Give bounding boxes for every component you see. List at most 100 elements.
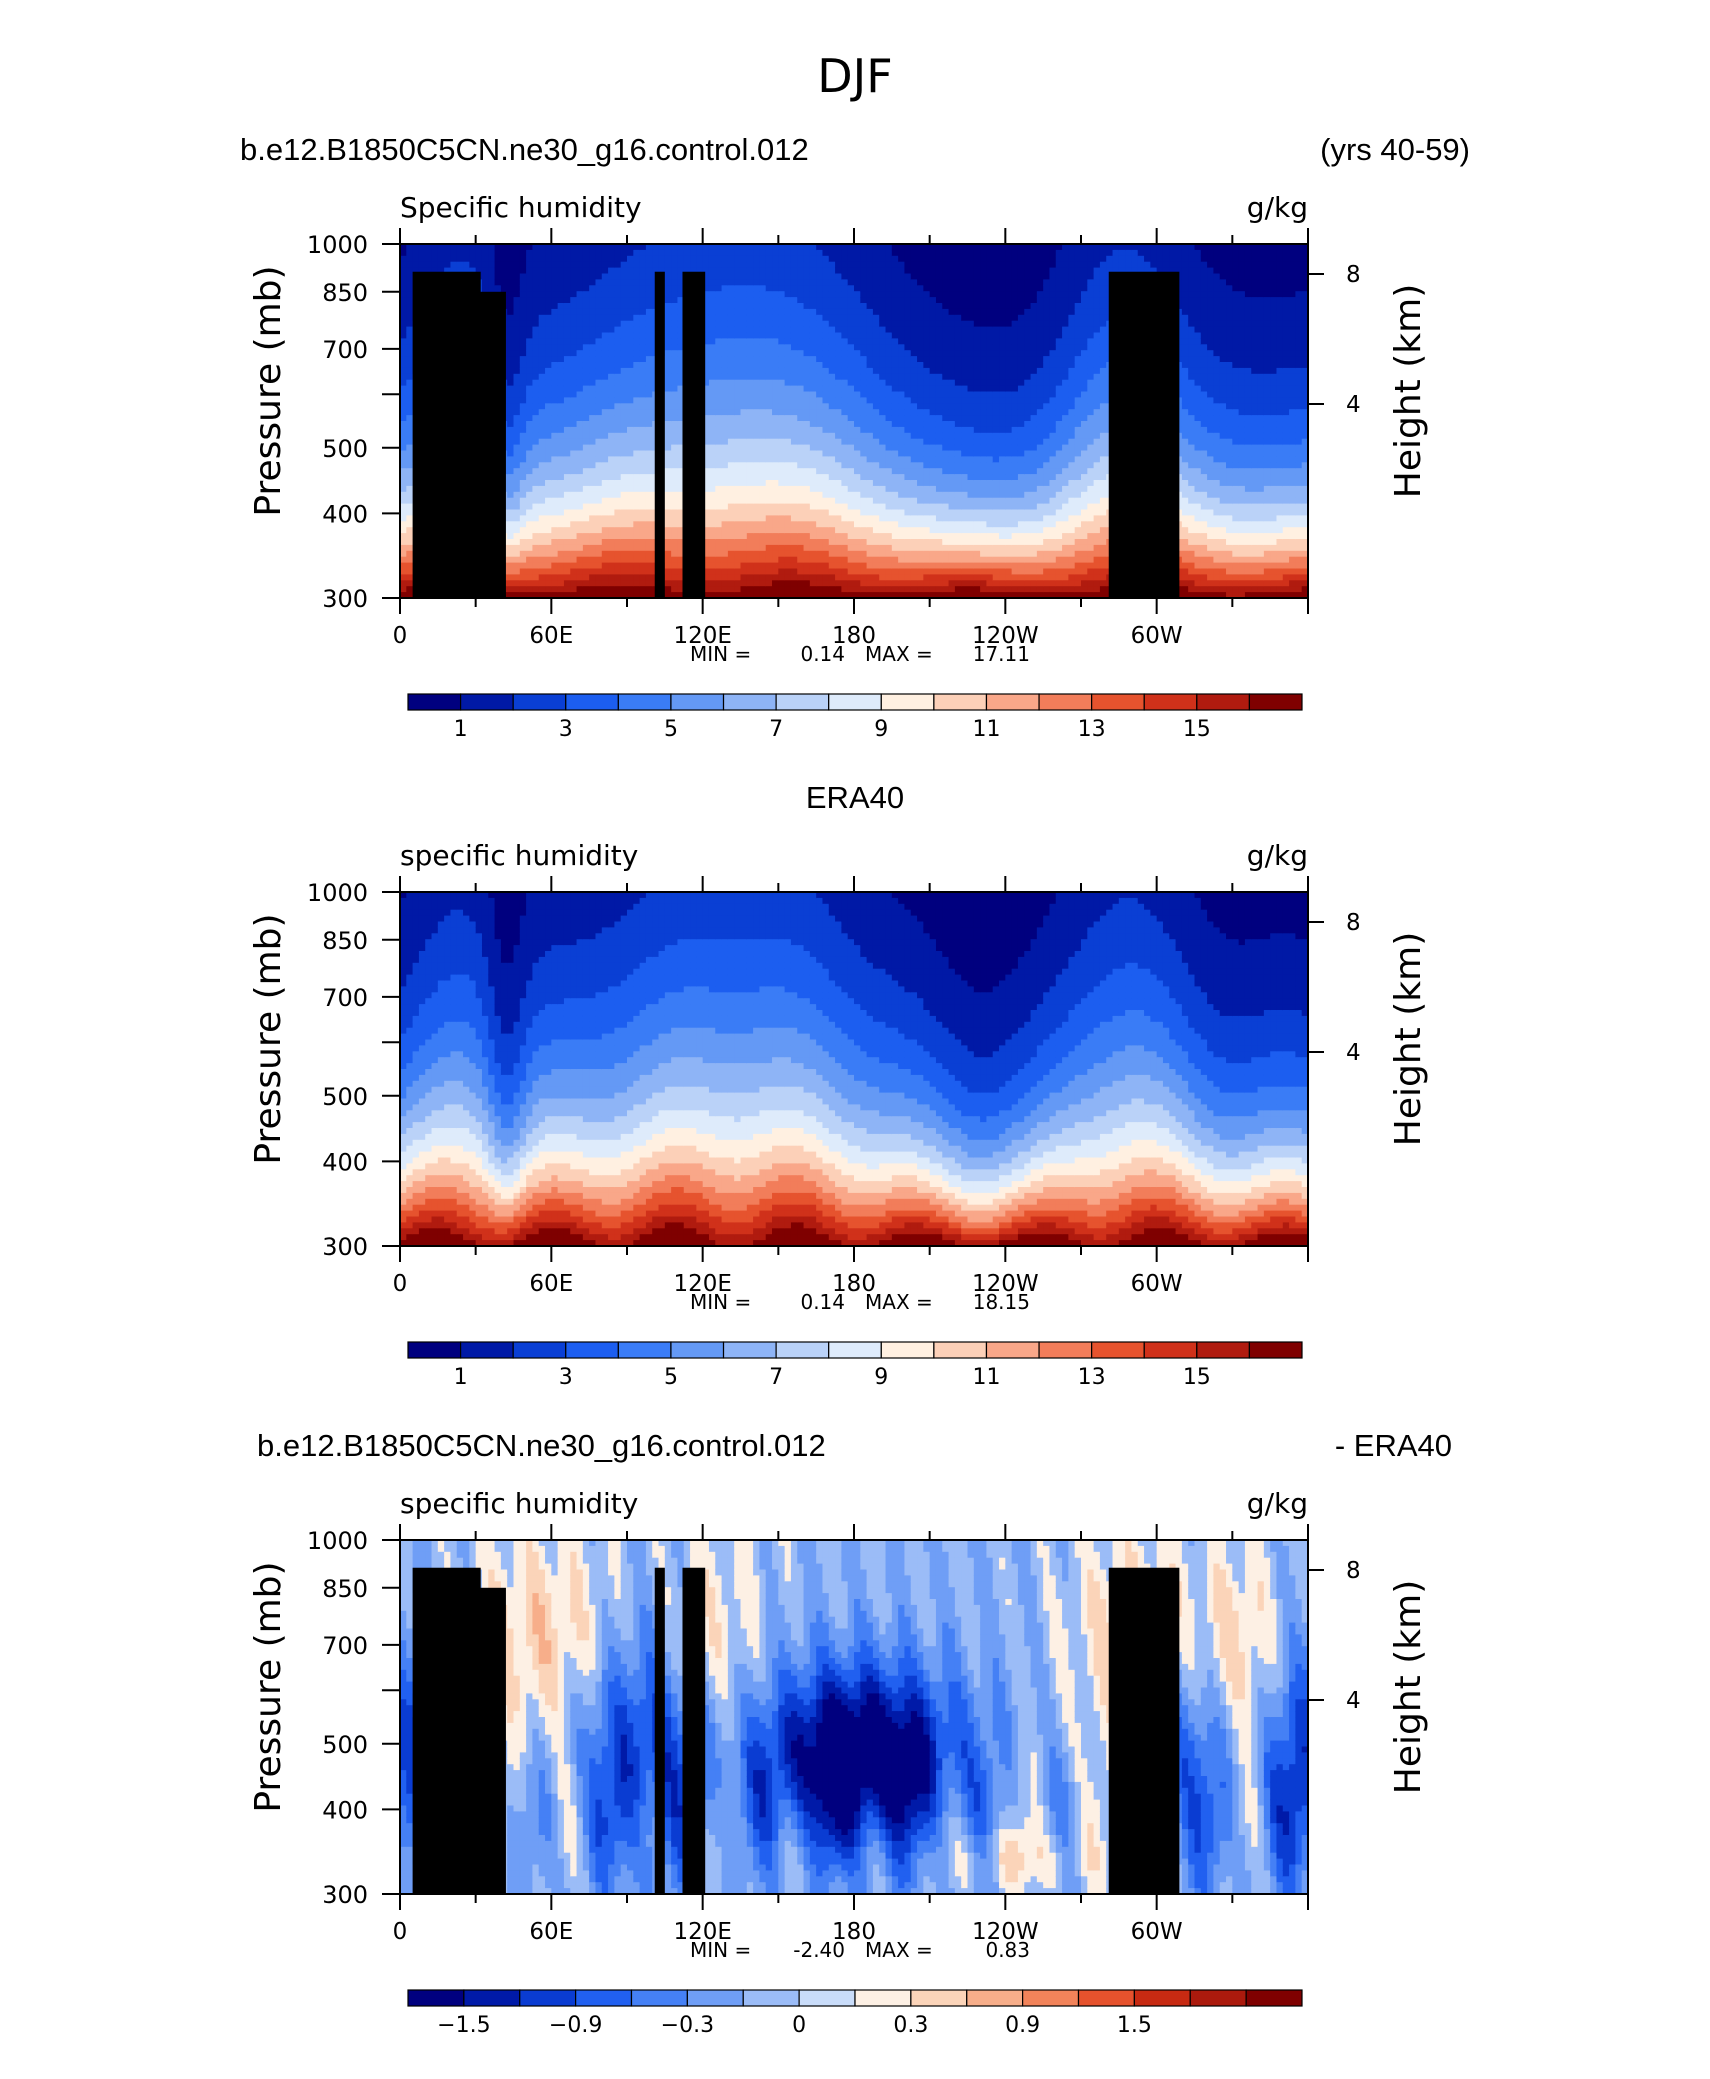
field-cell xyxy=(727,450,735,457)
field-cell xyxy=(576,344,584,351)
field-cell xyxy=(519,391,527,398)
field-cell xyxy=(847,385,855,393)
field-cell xyxy=(589,320,597,328)
field-cell xyxy=(885,267,893,275)
field-cell xyxy=(557,432,565,440)
field-cell xyxy=(557,391,565,398)
field-cell xyxy=(664,379,672,387)
field-cell xyxy=(854,444,861,452)
field-cell xyxy=(727,332,735,339)
field-cell xyxy=(734,521,742,528)
field-cell xyxy=(885,379,893,387)
field-cell xyxy=(671,450,679,457)
field-cell xyxy=(519,426,527,434)
field-cell xyxy=(879,397,887,404)
field-cell xyxy=(879,332,887,339)
field-cell xyxy=(847,432,855,440)
field-cell xyxy=(639,285,647,292)
field-cell xyxy=(538,344,546,351)
field-cell xyxy=(904,462,912,469)
field-cell xyxy=(545,273,552,280)
field-cell xyxy=(822,320,830,328)
field-cell xyxy=(854,491,861,499)
field-cell xyxy=(620,244,628,251)
field-cell xyxy=(400,397,407,404)
field-cell xyxy=(431,267,439,275)
field-cell xyxy=(582,379,590,387)
field-cell xyxy=(406,568,414,575)
field-cell xyxy=(582,438,590,446)
field-cell xyxy=(538,255,546,263)
field-cell xyxy=(778,550,786,558)
field-cell xyxy=(545,515,552,522)
field-cell xyxy=(608,462,615,469)
field-cell xyxy=(816,550,824,558)
field-cell xyxy=(551,367,559,375)
field-cell xyxy=(778,462,786,469)
field-cell xyxy=(570,497,578,505)
field-cell xyxy=(664,474,672,481)
field-cell xyxy=(721,415,729,422)
field-cell xyxy=(633,379,641,387)
field-cell xyxy=(753,592,761,599)
field-cell xyxy=(677,379,685,387)
field-cell xyxy=(790,421,798,428)
field-cell xyxy=(828,491,836,499)
field-cell xyxy=(570,491,578,499)
field-cell xyxy=(721,539,729,546)
field-cell xyxy=(677,539,685,546)
field-cell xyxy=(759,456,767,463)
field-cell xyxy=(601,385,609,393)
field-cell xyxy=(570,456,578,463)
field-cell xyxy=(664,426,672,434)
field-cell xyxy=(891,556,899,564)
field-cell xyxy=(538,421,546,428)
field-cell xyxy=(917,580,924,587)
field-cell xyxy=(400,255,407,263)
field-cell xyxy=(778,255,786,263)
field-cell xyxy=(891,379,899,387)
field-cell xyxy=(671,544,679,552)
field-cell xyxy=(721,255,729,263)
field-cell xyxy=(601,521,609,528)
field-cell xyxy=(822,367,830,375)
field-cell xyxy=(847,249,855,257)
field-cell xyxy=(734,285,742,292)
field-cell xyxy=(633,362,641,369)
field-cell xyxy=(708,592,716,599)
field-cell xyxy=(917,426,924,434)
field-cell xyxy=(746,291,754,298)
field-cell xyxy=(828,527,836,534)
field-cell xyxy=(545,285,552,292)
field-cell xyxy=(677,568,685,575)
field-cell xyxy=(400,356,407,363)
field-cell xyxy=(854,592,861,599)
field-cell xyxy=(702,421,710,428)
field-cell xyxy=(513,432,521,440)
field-cell xyxy=(519,338,527,345)
field-cell xyxy=(898,515,906,522)
field-cell xyxy=(809,539,817,546)
field-cell xyxy=(879,438,887,446)
field-cell xyxy=(551,497,559,505)
field-cell xyxy=(872,521,880,528)
field-cell xyxy=(677,421,685,428)
field-cell xyxy=(595,462,603,469)
field-cell xyxy=(614,314,622,322)
field-cell xyxy=(620,550,628,558)
field-cell xyxy=(620,450,628,457)
field-cell xyxy=(595,308,603,316)
field-cell xyxy=(627,391,634,398)
field-cell xyxy=(740,515,748,522)
field-cell xyxy=(917,320,924,328)
field-cell xyxy=(400,521,407,528)
field-cell xyxy=(519,574,527,581)
field-cell xyxy=(620,527,628,534)
field-cell xyxy=(664,450,672,457)
field-cell xyxy=(545,556,552,564)
field-cell xyxy=(702,391,710,398)
field-cell xyxy=(885,273,893,280)
field-cell xyxy=(582,267,590,275)
field-cell xyxy=(797,438,805,446)
field-cell xyxy=(683,267,691,275)
